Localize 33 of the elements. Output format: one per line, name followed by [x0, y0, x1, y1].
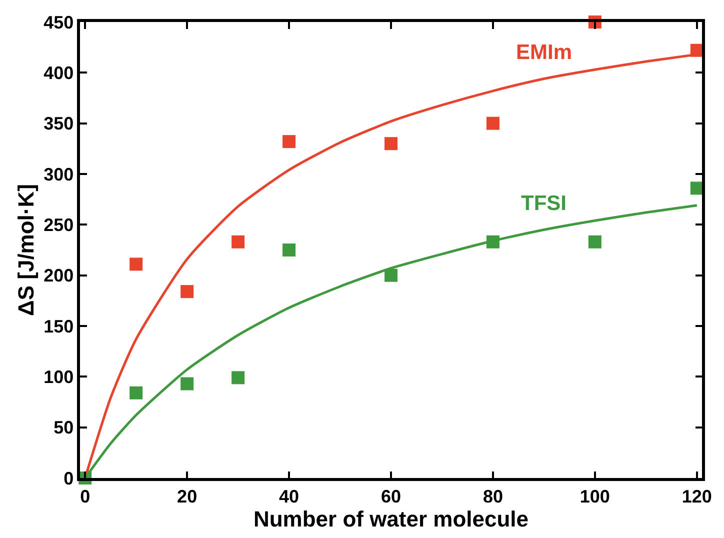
y-tick-label: 350	[44, 114, 74, 134]
point	[282, 244, 296, 256]
y-tick-label: 400	[44, 62, 74, 83]
x-tick-label: 100	[580, 486, 610, 506]
x-tick-label: 20	[177, 486, 198, 506]
x-tick-label: 120	[682, 486, 712, 506]
point	[232, 371, 245, 384]
point	[232, 235, 245, 248]
x-axis-title: Number of water molecule	[253, 506, 529, 532]
y-tick-label: 100	[44, 366, 74, 387]
series-label: EMIm	[516, 41, 572, 64]
y-tick-label: 450	[44, 12, 74, 32]
x-tick-label: 80	[482, 486, 503, 506]
point	[130, 386, 143, 400]
y-tick-label: 50	[54, 418, 74, 438]
y-tick-label: 300	[44, 164, 74, 184]
point	[282, 135, 296, 148]
series-label: TFSI	[521, 192, 566, 215]
y-tick-label: 0	[64, 468, 74, 488]
x-tick-label: 0	[80, 486, 90, 506]
point	[588, 235, 602, 248]
y-axis-title: ΔS [J/mol·K]	[13, 184, 38, 316]
y-tick-label: 250	[44, 214, 74, 235]
x-tick-label: 40	[279, 486, 300, 506]
y-tick-label: 200	[44, 266, 74, 286]
x-tick-label: 60	[380, 486, 402, 506]
point	[180, 377, 194, 390]
point	[486, 116, 500, 130]
point	[130, 258, 143, 271]
point	[384, 268, 398, 282]
y-tick-label: 150	[44, 316, 74, 336]
point	[384, 137, 398, 150]
point	[180, 285, 194, 298]
